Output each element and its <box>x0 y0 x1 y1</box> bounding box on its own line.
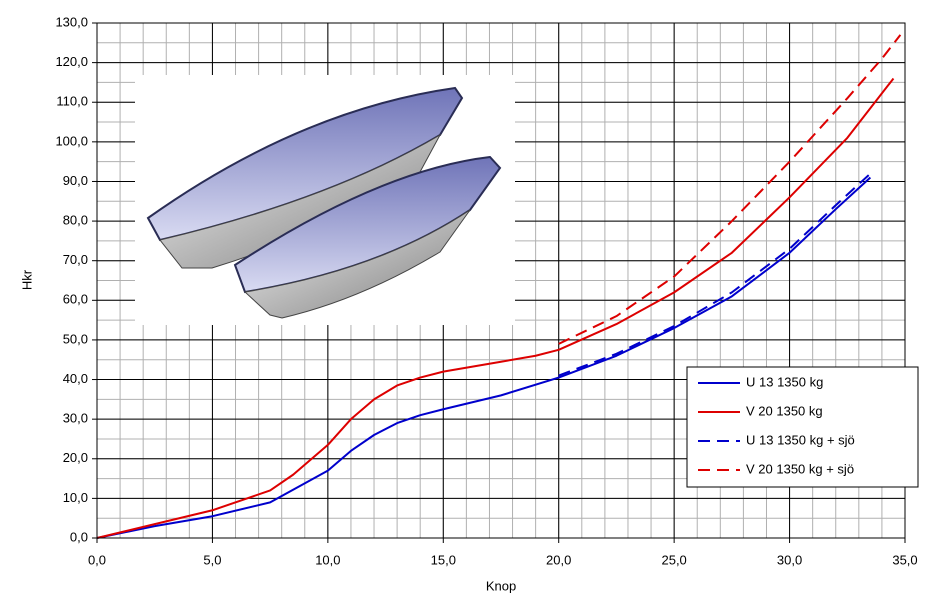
plot-frame <box>96 22 906 539</box>
y-tick-label: 40,0 <box>63 371 88 386</box>
y-axis-label: Hkr <box>19 269 34 290</box>
y-tick-label: 30,0 <box>63 411 88 426</box>
series-line <box>558 34 902 345</box>
y-tick-label: 50,0 <box>63 331 88 346</box>
y-tick-label: 10,0 <box>63 490 88 505</box>
x-tick-label: 0,0 <box>88 552 106 567</box>
y-tick-label: 130,0 <box>55 14 88 29</box>
y-tick-label: 70,0 <box>63 252 88 267</box>
boat-illustration <box>135 75 515 325</box>
y-tick-label: 0,0 <box>70 529 88 544</box>
legend-label: V 20 1350 kg <box>746 403 823 418</box>
hull-bottom <box>243 209 471 319</box>
legend: U 13 1350 kg V 20 1350 kg U 13 1350 kg + s… <box>686 366 919 488</box>
legend-box <box>686 366 919 488</box>
x-axis-label: Knop <box>486 578 516 593</box>
x-tick-label: 5,0 <box>203 552 221 567</box>
x-tick-label: 25,0 <box>661 552 686 567</box>
y-tick-label: 100,0 <box>55 133 88 148</box>
legend-label: U 13 1350 kg <box>746 374 823 389</box>
x-tick-label: 10,0 <box>315 552 340 567</box>
y-tick-label: 60,0 <box>63 292 88 307</box>
series-line <box>96 77 895 539</box>
x-tick-label: 30,0 <box>777 552 802 567</box>
series <box>96 34 902 539</box>
y-tick-label: 120,0 <box>55 54 88 69</box>
y-tick-label: 90,0 <box>63 173 88 188</box>
x-tick-label: 20,0 <box>546 552 571 567</box>
legend-label: U 13 1350 kg + sjö <box>746 432 855 447</box>
x-tick-label: 15,0 <box>431 552 456 567</box>
x-tick-label: 35,0 <box>892 552 917 567</box>
series-line <box>558 172 872 377</box>
legend-label: V 20 1350 kg + sjö <box>746 461 854 476</box>
y-tick-label: 80,0 <box>63 213 88 228</box>
y-tick-label: 20,0 <box>63 450 88 465</box>
y-tick-label: 110,0 <box>56 94 88 109</box>
series-line <box>96 176 872 539</box>
